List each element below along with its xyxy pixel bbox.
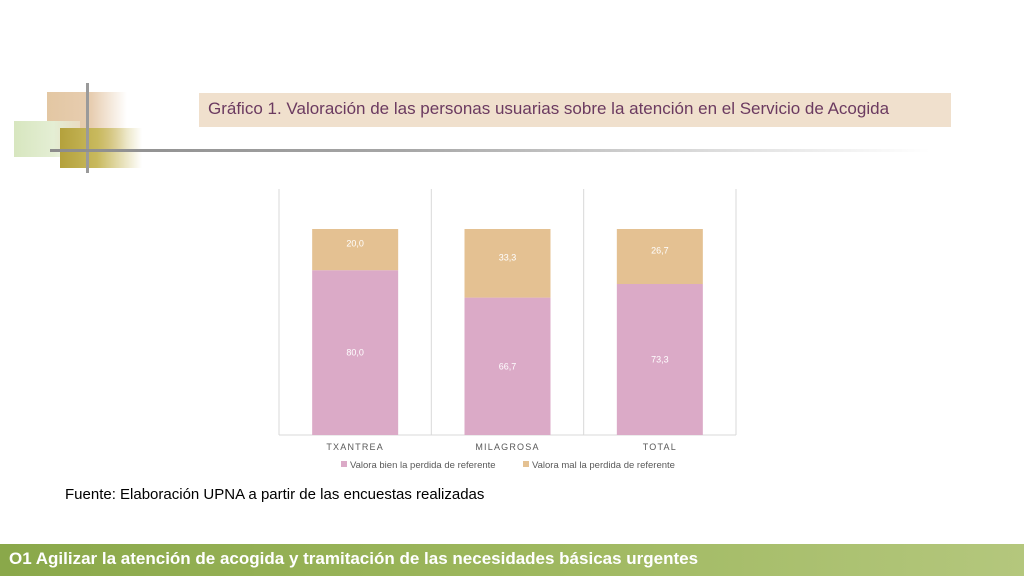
bar-milagrosa-series-1 — [464, 297, 551, 435]
source-note: Fuente: Elaboración UPNA a partir de las… — [65, 486, 485, 503]
bar-txantrea-series-2 — [312, 229, 399, 271]
data-label: 33,3 — [499, 252, 517, 262]
bar-txantrea-series-1 — [312, 270, 399, 435]
legend-label: Valora mal la perdida de referente — [532, 460, 675, 471]
data-label: 20,0 — [346, 239, 364, 249]
decor-horizontal-line — [50, 149, 930, 152]
stacked-bar-chart: 80,0 20,0 TXANTREA 66,7 33,3 MILAGROSA 73,3 26,… — [278, 189, 737, 471]
bar-milagrosa-series-2 — [464, 229, 551, 298]
x-tick-label: TXANTREA — [326, 442, 384, 452]
bar-total-series-1 — [616, 284, 703, 435]
footer-objective-banner: O1 Agilizar la atención de acogida y tra… — [0, 544, 1024, 576]
decor-olive-square — [60, 128, 142, 168]
slide-title: Gráfico 1. Valoración de las personas us… — [199, 93, 951, 127]
decor-vertical-line — [86, 83, 89, 173]
legend-swatch — [523, 461, 529, 467]
bar-total-series-2 — [616, 229, 703, 285]
data-label: 80,0 — [346, 348, 364, 358]
data-label: 73,3 — [651, 355, 669, 365]
x-tick-label: TOTAL — [643, 442, 677, 452]
legend-label: Valora bien la perdida de referente — [350, 460, 496, 471]
data-label: 66,7 — [499, 361, 517, 371]
legend-swatch — [341, 461, 347, 467]
x-tick-label: MILAGROSA — [475, 442, 539, 452]
data-label: 26,7 — [651, 246, 669, 256]
